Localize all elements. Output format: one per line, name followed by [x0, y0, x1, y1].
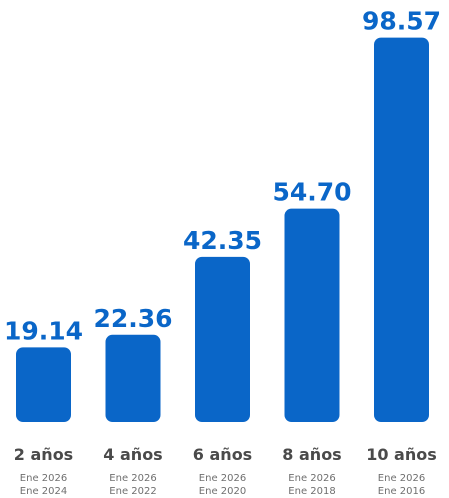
period-end-label-2: Ene 2026: [109, 473, 156, 484]
value-label-3: 42.35: [183, 226, 262, 255]
value-label-4: 54.70: [272, 178, 351, 207]
value-label-5: 98.57: [362, 7, 441, 36]
category-label-5: 10 años: [366, 445, 437, 464]
bar-2: [105, 334, 161, 422]
period-end-label-3: Ene 2026: [199, 473, 246, 484]
bar-5: [374, 37, 429, 423]
period-start-label-4: Ene 2018: [288, 486, 335, 497]
period-start-label-2: Ene 2022: [109, 486, 156, 497]
period-start-label-5: Ene 2016: [378, 486, 425, 497]
value-label-1: 19.14: [4, 316, 83, 345]
bar-1: [16, 347, 71, 422]
period-end-label-1: Ene 2026: [20, 473, 67, 484]
bar-3: [195, 256, 250, 422]
value-label-2: 22.36: [93, 304, 172, 333]
period-start-label-3: Ene 2020: [199, 486, 246, 497]
category-label-2: 4 años: [103, 445, 162, 464]
period-end-label-4: Ene 2026: [288, 473, 335, 484]
category-label-4: 8 años: [282, 445, 341, 464]
category-label-1: 2 años: [14, 445, 73, 464]
period-end-label-5: Ene 2026: [378, 473, 425, 484]
category-label-3: 6 años: [193, 445, 252, 464]
bar-4: [284, 208, 340, 422]
period-start-label-1: Ene 2024: [20, 486, 67, 497]
